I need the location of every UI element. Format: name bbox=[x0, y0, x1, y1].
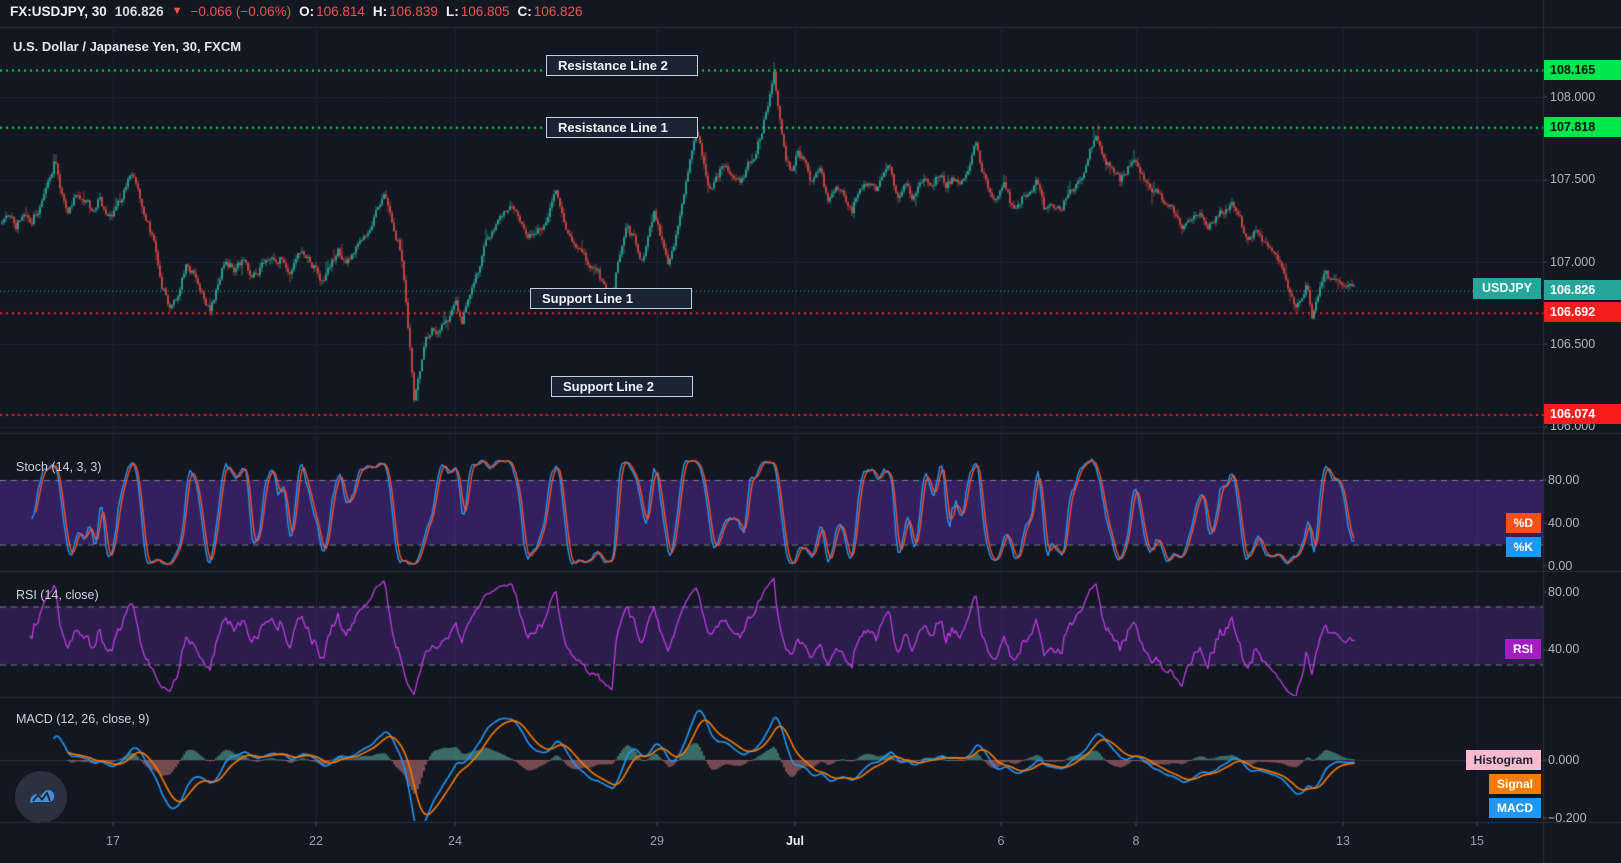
macd-line-badge: MACD bbox=[1489, 798, 1541, 818]
time-label-13: 13 bbox=[1336, 834, 1350, 848]
tradingview-logo-button[interactable] bbox=[15, 771, 67, 823]
symbol-name[interactable]: FX:USDJPY, 30 bbox=[10, 4, 107, 19]
support-line-1-label[interactable]: Support Line 1 bbox=[530, 288, 692, 309]
time-label-6: 6 bbox=[997, 834, 1005, 848]
symbol-info-bar: FX:USDJPY, 30 106.826 ▼ −0.066 (−0.06%) … bbox=[10, 4, 583, 19]
close-number: 106.826 bbox=[533, 4, 583, 19]
price-tick-last-price: 106.826 bbox=[1544, 280, 1621, 301]
high-number: 106.839 bbox=[389, 4, 438, 19]
open-number: 106.814 bbox=[316, 4, 365, 19]
price-tick-support-1: 106.692 bbox=[1544, 302, 1621, 323]
rsi-tick-80: 80.00 bbox=[1548, 585, 1580, 599]
macd-signal-badge: Signal bbox=[1488, 774, 1541, 794]
stoch-d-badge: %D bbox=[1505, 513, 1541, 533]
low-value: L: 106.805 bbox=[446, 4, 510, 19]
price-tick-107000: 107.000 bbox=[1550, 254, 1596, 269]
price-tick-support-2: 106.074 bbox=[1544, 404, 1621, 424]
stoch-tick-80: 80.00 bbox=[1548, 473, 1580, 487]
close-label: C: bbox=[517, 4, 532, 19]
last-price: 106.826 bbox=[114, 4, 164, 19]
price-change: −0.066 (−0.06%) bbox=[190, 4, 292, 19]
stoch-tick-0: 0.00 bbox=[1548, 559, 1573, 573]
stoch-k-badge: %K bbox=[1505, 537, 1541, 557]
time-label-jul: Jul bbox=[785, 834, 805, 848]
resistance-line-2-label[interactable]: Resistance Line 2 bbox=[546, 55, 698, 76]
stoch-pane-title[interactable]: Stoch (14, 3, 3) bbox=[16, 460, 102, 474]
macd-histogram-badge: Histogram bbox=[1465, 750, 1541, 770]
stoch-tick-40: 40.00 bbox=[1548, 516, 1580, 530]
macd-pane-title[interactable]: MACD (12, 26, close, 9) bbox=[16, 712, 150, 726]
rsi-tick-40: 40.00 bbox=[1548, 642, 1580, 656]
time-label-29: 29 bbox=[650, 834, 664, 848]
high-value: H: 106.839 bbox=[373, 4, 438, 19]
price-tick-resistance-2: 108.165 bbox=[1544, 59, 1621, 80]
symbol-price-badge: USDJPY bbox=[1472, 278, 1541, 299]
chart-title: U.S. Dollar / Japanese Yen, 30, FXCM bbox=[13, 39, 242, 54]
high-label: H: bbox=[372, 4, 388, 19]
low-label: L: bbox=[445, 4, 459, 19]
macd-tick-0: 0.000 bbox=[1548, 753, 1580, 767]
close-value: C: 106.826 bbox=[518, 4, 583, 19]
rsi-pane-title[interactable]: RSI (14, close) bbox=[16, 588, 99, 602]
price-tick-106500: 106.500 bbox=[1550, 336, 1596, 351]
price-tick-108000: 108.000 bbox=[1550, 89, 1596, 104]
time-label-8: 8 bbox=[1132, 834, 1140, 848]
time-label-22: 22 bbox=[309, 834, 323, 848]
time-label-15: 15 bbox=[1470, 834, 1484, 848]
price-tick-resistance-1: 107.818 bbox=[1544, 116, 1621, 137]
rsi-badge: RSI bbox=[1504, 639, 1541, 659]
macd-tick-neg02: −0.200 bbox=[1548, 811, 1587, 825]
support-line-2-label[interactable]: Support Line 2 bbox=[551, 376, 693, 397]
open-label: O: bbox=[299, 4, 315, 19]
mountain-chart-icon bbox=[30, 790, 55, 803]
open-value: O: 106.814 bbox=[299, 4, 365, 19]
low-number: 106.805 bbox=[460, 4, 510, 19]
down-triangle-icon: ▼ bbox=[171, 5, 183, 17]
time-label-17: 17 bbox=[106, 834, 120, 848]
resistance-line-1-label[interactable]: Resistance Line 1 bbox=[546, 117, 698, 138]
time-label-24: 24 bbox=[448, 834, 462, 848]
price-tick-107500: 107.500 bbox=[1550, 172, 1596, 187]
